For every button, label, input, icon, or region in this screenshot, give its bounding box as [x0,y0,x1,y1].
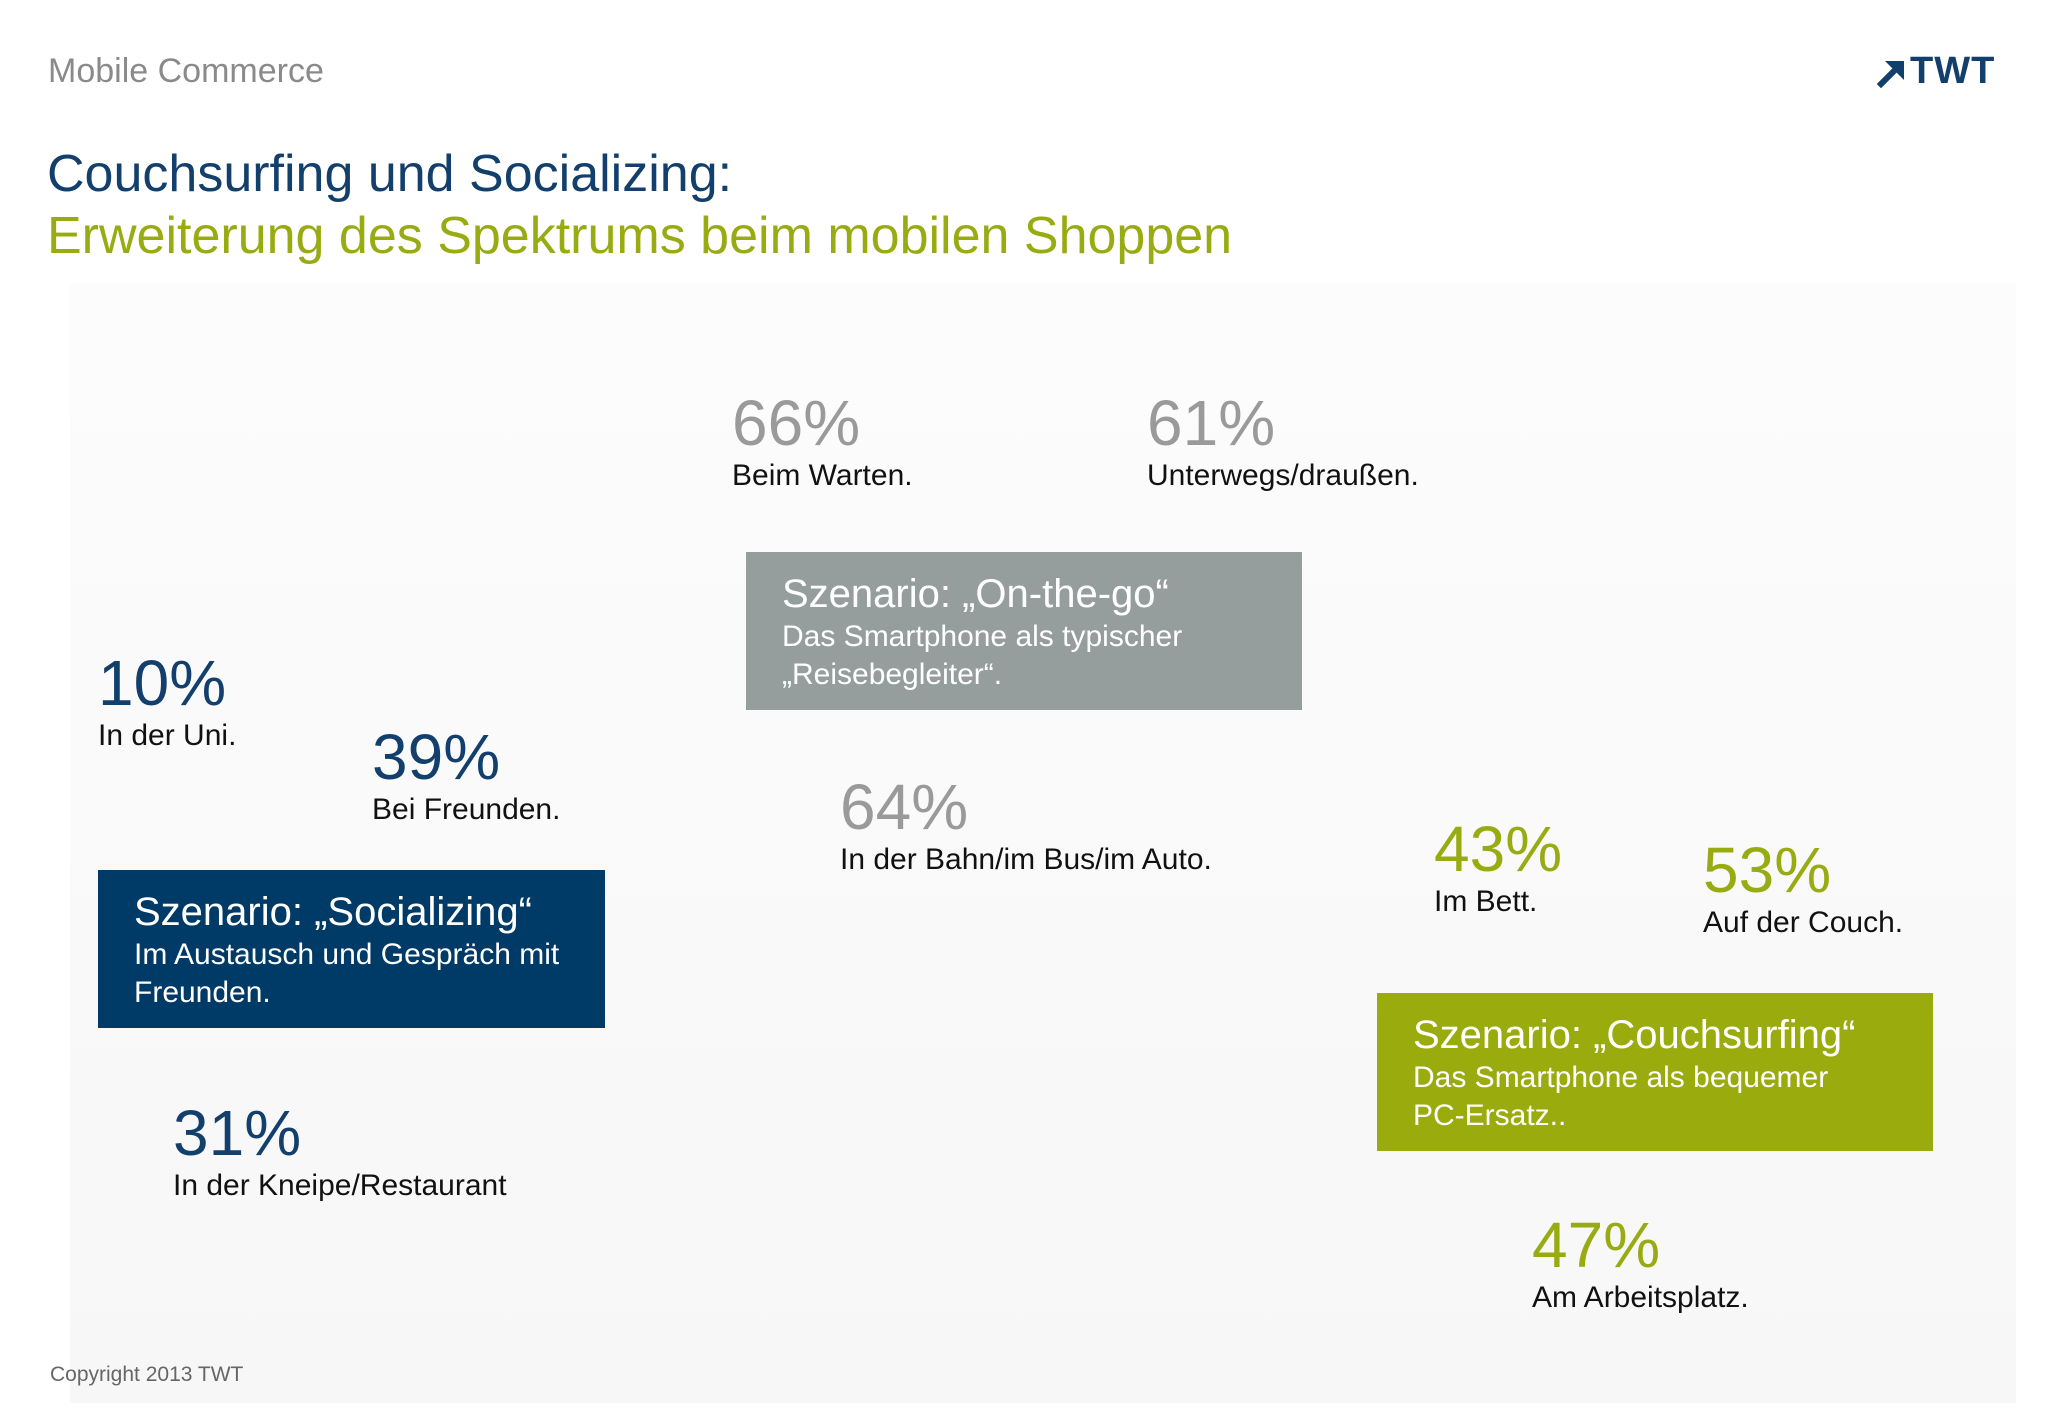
header-label: Mobile Commerce [48,52,324,90]
stat-unterwegs: 61% Unterwegs/draußen. [1147,388,1419,494]
stat-percentage: 66% [732,387,861,459]
stat-percentage: 53% [1703,834,1832,906]
stat-freunde: 39% Bei Freunden. [372,722,560,828]
stat-uni: 10% In der Uni. [98,648,236,754]
page-title: Couchsurfing und Socializing: [47,145,733,203]
stat-label: Bei Freunden. [372,793,561,826]
page-subtitle: Erweiterung des Spektrums beim mobilen S… [47,207,1233,265]
stat-percentage: 43% [1434,813,1563,885]
stat-percentage: 31% [173,1097,302,1169]
scenario-title: Szenario: „Socializing“ [134,890,532,934]
stat-label: In der Bahn/im Bus/im Auto. [840,843,1212,876]
scenario-title: Szenario: „On-the-go“ [782,572,1169,616]
stat-label: Unterwegs/draußen. [1147,459,1419,492]
stat-percentage: 47% [1532,1209,1661,1281]
scenario-description: Das Smartphone als bequemer PC-Ersatz.. [1413,1061,1829,1132]
scenario-couchsurfing-box: Szenario: „Couchsurfing“ Das Smartphone … [1377,993,1933,1151]
arrow-up-right-icon [1876,60,1905,88]
stat-kneipe: 31% In der Kneipe/Restaurant [173,1098,507,1204]
stat-label: In der Uni. [98,719,237,752]
scenario-title: Szenario: „Couchsurfing“ [1413,1013,1856,1057]
stat-bahn-bus-auto: 64% In der Bahn/im Bus/im Auto. [840,772,1212,878]
content-background [70,283,2016,1403]
stat-label: Am Arbeitsplatz. [1532,1281,1749,1314]
stat-label: Im Bett. [1434,885,1538,918]
stat-couch: 53% Auf der Couch. [1703,835,1903,941]
stat-percentage: 61% [1147,387,1276,459]
stat-arbeitsplatz: 47% Am Arbeitsplatz. [1532,1210,1749,1316]
twt-logo: TWT [1876,50,1995,93]
scenario-on-the-go-box: Szenario: „On-the-go“ Das Smartphone als… [746,552,1302,710]
stat-percentage: 64% [840,771,969,843]
scenario-socializing-box: Szenario: „Socializing“ Im Austausch und… [98,870,605,1028]
stat-percentage: 39% [372,721,501,793]
stat-bett: 43% Im Bett. [1434,814,1562,920]
stat-label: Auf der Couch. [1703,906,1904,939]
stat-beim-warten: 66% Beim Warten. [732,388,913,494]
scenario-description: Im Austausch und Gespräch mit Freunden. [134,938,560,1009]
stat-percentage: 10% [98,647,227,719]
copyright-footer: Copyright 2013 TWT [50,1363,244,1386]
scenario-description: Das Smartphone als typischer „Reisebegle… [782,620,1183,691]
logo-text: TWT [1910,50,1996,92]
stat-label: Beim Warten. [732,459,913,492]
stat-label: In der Kneipe/Restaurant [173,1169,507,1202]
